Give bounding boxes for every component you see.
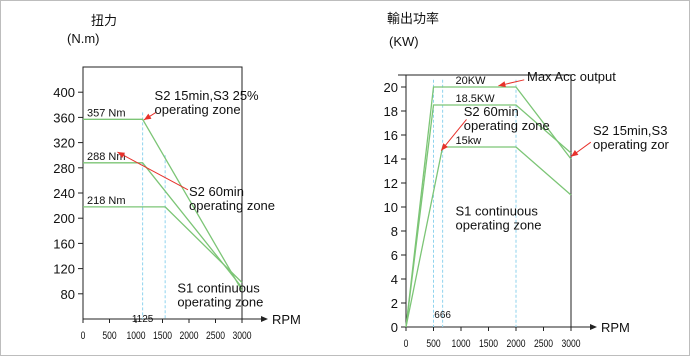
y-tick-label: 16 <box>384 128 398 143</box>
y-tick-label: 18 <box>384 104 398 119</box>
value-label: 20KW <box>456 75 487 87</box>
x-axis-arrowhead <box>590 324 597 330</box>
x-tick-label: 2500 <box>206 330 226 342</box>
chart-1: 扭力 (N.m) 80 120 160 200 240 280 320 360 400 0 500 100… <box>53 13 301 342</box>
x-tick-label: 3000 <box>232 330 252 342</box>
y-tick-label: 400 <box>53 85 75 100</box>
y-tick-label: 120 <box>53 262 75 277</box>
y-tick-label: 320 <box>53 136 75 151</box>
zone-annotation-text: operating zone <box>177 295 263 310</box>
y-tick-label: 80 <box>61 287 75 302</box>
y-tick-label: 10 <box>384 200 398 215</box>
y-axis-unit: (KW) <box>389 34 419 49</box>
zone-annotation-text: S2 15min,S3 <box>593 123 667 138</box>
y-tick-label: 6 <box>391 248 398 263</box>
zone-annotation-text: operating zone <box>189 198 275 213</box>
x-axis-label: RPM <box>272 312 301 327</box>
x-axis-label: RPM <box>601 320 630 335</box>
x-tick-label: 2500 <box>534 338 554 350</box>
zone-annotation-text: operating zone <box>464 118 550 133</box>
x-tick-label: 2000 <box>179 330 199 342</box>
y-tick-label: 0 <box>391 320 398 335</box>
y-axis-label: 輸出功率 <box>387 11 439 26</box>
x-tick-label: 0 <box>81 330 86 342</box>
x-tick-label: 0 <box>404 338 409 350</box>
series-line <box>405 146 572 328</box>
annotation-arrowhead <box>117 152 126 159</box>
x-tick-label: 1500 <box>153 330 173 342</box>
x-tick-label: 2000 <box>506 338 526 350</box>
reference-vline-label: 1125 <box>132 314 154 325</box>
annotation-arrowhead <box>571 150 579 157</box>
y-tick-label: 200 <box>53 211 75 226</box>
zone-annotation-text: S1 continuous <box>456 203 539 218</box>
zone-annotation-text: S2 60min <box>464 104 519 119</box>
y-tick-label: 20 <box>384 80 398 95</box>
annotation-arrowhead <box>143 113 152 120</box>
zone-annotation-text: S1 continuous <box>177 281 260 296</box>
y-axis-unit: (N.m) <box>67 31 100 46</box>
series-line <box>83 118 243 291</box>
y-tick-label: 360 <box>53 110 75 125</box>
annotation-arrowhead <box>498 81 506 88</box>
x-axis-arrowhead <box>261 316 268 322</box>
series-line <box>83 162 243 288</box>
value-label: 15kw <box>456 135 482 147</box>
y-tick-label: 160 <box>53 236 75 251</box>
series-line <box>405 86 572 328</box>
zone-annotation-text: Max Acc output <box>527 69 616 84</box>
x-tick-label: 1000 <box>451 338 471 350</box>
zone-annotation-text: operating zone <box>155 102 241 117</box>
y-tick-label: 2 <box>391 296 398 311</box>
value-label: 18.5KW <box>456 93 496 105</box>
reference-vline-label: 666 <box>434 310 451 321</box>
series-line <box>83 206 243 283</box>
y-tick-label: 12 <box>384 176 398 191</box>
zone-annotation-text: operating zor <box>593 137 670 152</box>
value-label: 288 Nm <box>87 151 126 163</box>
y-tick-label: 4 <box>391 272 398 287</box>
x-tick-label: 1500 <box>479 338 499 350</box>
annotation-arrowhead <box>441 143 448 151</box>
series-line <box>405 104 572 328</box>
x-tick-label: 3000 <box>561 338 581 350</box>
y-axis-label: 扭力 <box>91 13 117 28</box>
x-tick-label: 500 <box>102 330 117 342</box>
value-label: 218 Nm <box>87 195 126 207</box>
x-tick-label: 1000 <box>126 330 146 342</box>
zone-annotation-text: operating zone <box>456 217 542 232</box>
x-tick-label: 500 <box>426 338 441 350</box>
y-tick-label: 8 <box>391 224 398 239</box>
annotation-arrow-line <box>117 151 189 191</box>
chart-2: 輸出功率 (KW) 0 2 4 6 8 10 12 14 16 18 20 0 500 1000 1500 200… <box>384 11 670 350</box>
zone-annotation-text: S2 15min,S3 25% <box>155 88 260 103</box>
value-label: 357 Nm <box>87 107 126 119</box>
y-tick-label: 14 <box>384 152 398 167</box>
y-tick-label: 240 <box>53 186 75 201</box>
zone-annotation-text: S2 60min <box>189 184 244 199</box>
y-tick-label: 280 <box>53 161 75 176</box>
